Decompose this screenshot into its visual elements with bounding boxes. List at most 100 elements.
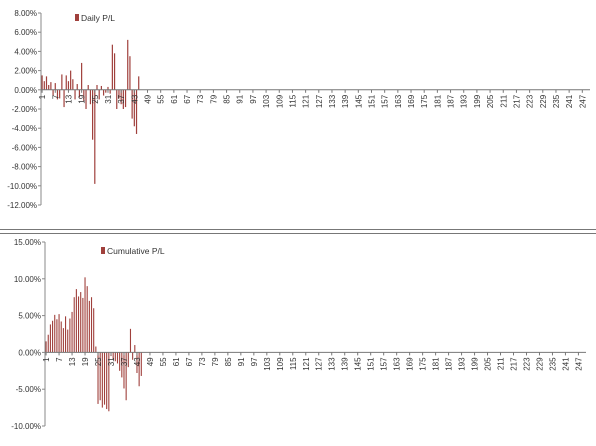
x-tick-label: 19 bbox=[78, 94, 87, 103]
bar bbox=[80, 292, 82, 353]
bar bbox=[67, 81, 70, 90]
bar bbox=[107, 86, 109, 90]
y-tick-label: 5.00% bbox=[18, 312, 41, 321]
bar bbox=[89, 89, 92, 105]
bar bbox=[105, 89, 107, 93]
x-tick-label: 13 bbox=[64, 94, 73, 103]
bar bbox=[56, 319, 58, 353]
x-tick-label: 175 bbox=[419, 357, 428, 371]
x-tick-label: 103 bbox=[263, 357, 272, 371]
bar bbox=[49, 324, 51, 353]
x-tick-label: 139 bbox=[341, 357, 350, 371]
bar bbox=[43, 81, 45, 90]
y-tick-label: -6.00% bbox=[12, 143, 37, 152]
x-tick-label: 109 bbox=[276, 357, 285, 371]
bar bbox=[135, 89, 138, 134]
x-tick-label: 235 bbox=[548, 357, 557, 371]
x-tick-label: 7 bbox=[55, 357, 64, 362]
x-tick-label: 31 bbox=[104, 94, 113, 103]
bar bbox=[45, 341, 47, 353]
x-tick-label: 25 bbox=[91, 94, 100, 103]
bar bbox=[94, 89, 96, 184]
x-tick-label: 85 bbox=[223, 94, 232, 103]
x-tick-label: 181 bbox=[432, 357, 441, 371]
bar bbox=[54, 83, 56, 90]
x-tick-label: 169 bbox=[407, 94, 416, 108]
x-tick-label: 151 bbox=[367, 94, 376, 108]
bar bbox=[114, 352, 116, 362]
y-tick-label: 8.00% bbox=[14, 9, 37, 18]
y-tick-label: 6.00% bbox=[14, 28, 37, 37]
x-tick-label: 49 bbox=[144, 94, 153, 103]
x-tick-label: 67 bbox=[183, 94, 192, 103]
bar bbox=[131, 89, 133, 119]
bar bbox=[75, 289, 77, 353]
bar bbox=[58, 314, 60, 353]
x-tick-label: 157 bbox=[380, 357, 389, 371]
x-tick-label: 61 bbox=[170, 94, 179, 103]
bar bbox=[118, 89, 120, 99]
bar bbox=[82, 297, 84, 353]
x-tick-label: 7 bbox=[51, 94, 60, 99]
bar bbox=[138, 76, 140, 90]
bar bbox=[71, 311, 73, 353]
x-tick-label: 1 bbox=[38, 94, 47, 99]
chart-divider bbox=[0, 229, 596, 230]
bar bbox=[90, 297, 93, 353]
bar bbox=[113, 53, 116, 90]
bar bbox=[65, 316, 67, 353]
bar bbox=[100, 85, 102, 90]
bar bbox=[125, 352, 127, 401]
bar bbox=[84, 277, 86, 353]
bar bbox=[78, 89, 81, 98]
bar bbox=[122, 89, 124, 109]
x-tick-label: 247 bbox=[578, 94, 587, 108]
x-tick-label: 247 bbox=[574, 357, 583, 371]
bar bbox=[136, 352, 138, 374]
bar bbox=[65, 75, 67, 90]
x-tick-label: 163 bbox=[393, 357, 402, 371]
y-tick-label: -5.00% bbox=[16, 385, 41, 394]
bar bbox=[81, 62, 83, 90]
x-tick-label: 85 bbox=[224, 357, 233, 366]
x-tick-label: 31 bbox=[107, 357, 116, 366]
x-tick-label: 223 bbox=[526, 94, 535, 108]
y-tick-label: -10.00% bbox=[7, 182, 37, 191]
bar bbox=[109, 89, 111, 94]
legend-swatch bbox=[101, 247, 105, 254]
bar bbox=[70, 70, 72, 90]
y-tick-label: -12.00% bbox=[7, 201, 37, 210]
y-tick-label: -4.00% bbox=[12, 124, 37, 133]
bar bbox=[73, 297, 75, 353]
x-tick-label: 79 bbox=[211, 357, 220, 366]
bar bbox=[133, 89, 135, 127]
x-tick-label: 223 bbox=[522, 357, 531, 371]
x-tick-label: 133 bbox=[328, 357, 337, 371]
bar bbox=[48, 85, 50, 90]
bar bbox=[56, 89, 59, 100]
x-tick-label: 145 bbox=[354, 94, 363, 108]
y-tick-label: -2.00% bbox=[12, 105, 37, 114]
x-tick-label: 205 bbox=[486, 94, 495, 108]
bar bbox=[95, 346, 97, 353]
x-tick-label: 91 bbox=[237, 357, 246, 366]
x-tick-label: 199 bbox=[471, 357, 480, 371]
x-tick-label: 73 bbox=[196, 94, 205, 103]
x-tick-label: 217 bbox=[510, 357, 519, 371]
x-tick-label: 235 bbox=[552, 94, 561, 108]
y-tick-label: 4.00% bbox=[14, 47, 37, 56]
bar bbox=[72, 79, 74, 90]
bar bbox=[127, 39, 129, 90]
bar bbox=[87, 85, 89, 90]
x-tick-label: 37 bbox=[117, 94, 126, 103]
x-tick-label: 91 bbox=[236, 94, 245, 103]
bar bbox=[116, 89, 118, 109]
bar bbox=[98, 89, 100, 100]
x-tick-label: 61 bbox=[172, 357, 181, 366]
x-tick-label: 211 bbox=[499, 94, 508, 107]
bar bbox=[67, 329, 69, 353]
bar bbox=[97, 352, 99, 404]
x-tick-label: 19 bbox=[81, 357, 90, 366]
bar bbox=[86, 286, 88, 353]
